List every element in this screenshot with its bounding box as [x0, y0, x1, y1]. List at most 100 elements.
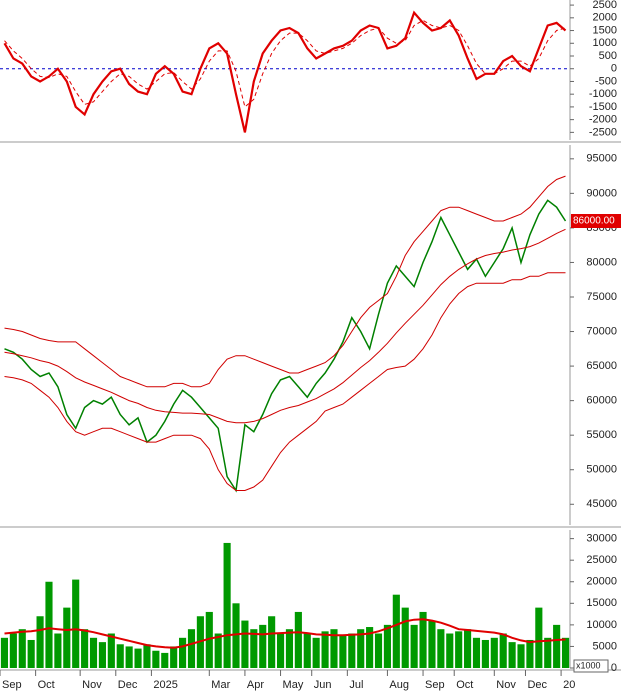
y-tick-label: 50000 [586, 464, 617, 476]
volume-bar [223, 542, 231, 668]
volume-bar [330, 629, 338, 668]
last-price-label: 86000.00 [573, 216, 615, 227]
volume-bar [526, 639, 534, 668]
y-tick-label: 5000 [593, 640, 617, 652]
volume-bar [428, 620, 436, 668]
volume-bar [36, 616, 44, 668]
volume-bar [116, 644, 124, 668]
volume-bar [45, 581, 53, 668]
y-tick-label: 10000 [586, 619, 617, 631]
volume-bar [490, 637, 498, 668]
volume-bar [357, 629, 365, 668]
x-tick-label: Oct [38, 679, 55, 691]
series-line [4, 19, 566, 108]
volume-bar [0, 637, 9, 668]
volume-bar [63, 607, 71, 668]
volume-bar [205, 611, 213, 668]
y-tick-label: 500 [599, 50, 617, 62]
y-tick-label: 20000 [586, 576, 617, 588]
y-tick-label: 80000 [586, 256, 617, 268]
volume-bar [544, 637, 552, 668]
volume-ma [4, 618, 566, 649]
unit-label: x1000 [576, 660, 601, 670]
y-tick-label: 1000 [593, 37, 617, 49]
volume-bar [446, 633, 454, 668]
volume-bar [161, 652, 169, 668]
volume-bar [535, 607, 543, 668]
x-tick-label: Nov [82, 679, 102, 691]
volume-bar [241, 620, 249, 668]
x-tick-label: Mar [211, 679, 230, 691]
y-tick-label: 90000 [586, 187, 617, 199]
x-tick-label: Sep [425, 679, 445, 691]
series-line [3, 10, 567, 133]
volume-bar [294, 611, 302, 668]
volume-bar [232, 603, 240, 668]
volume-bar [392, 594, 400, 668]
y-tick-label: 70000 [586, 325, 617, 337]
volume-bar [81, 629, 89, 668]
last-price-box [571, 214, 621, 228]
y-tick-label: -500 [595, 75, 617, 87]
volume-bar [187, 629, 196, 668]
y-tick-label: -1000 [589, 88, 617, 100]
volume-bar [553, 624, 561, 668]
volume-bar [321, 631, 329, 668]
x-tick-label: 2025 [153, 679, 177, 691]
volume-bar [98, 642, 106, 668]
x-tick-label: Oct [456, 679, 473, 691]
volume-bar [455, 631, 463, 668]
volume-bar [107, 633, 115, 668]
volume-bar [437, 629, 445, 668]
x-tick-label: Nov [496, 679, 516, 691]
volume-bar [339, 635, 347, 668]
y-tick-label: 25000 [586, 554, 617, 566]
volume-bar [125, 646, 133, 668]
y-tick-label: 65000 [586, 360, 617, 372]
y-tick-label: -1500 [589, 101, 617, 113]
y-tick-label: 60000 [586, 395, 617, 407]
y-tick-label: 2500 [593, 0, 617, 11]
volume-bar [134, 648, 142, 668]
y-tick-label: 75000 [586, 291, 617, 303]
volume-bar [401, 607, 409, 668]
volume-bar [499, 633, 507, 668]
volume-bar [410, 624, 418, 668]
volume-bar [18, 629, 26, 668]
volume-bar [170, 646, 178, 668]
series-line [4, 175, 566, 388]
volume-bar [27, 639, 35, 668]
y-tick-label: 0 [611, 63, 617, 75]
volume-bar [143, 644, 151, 668]
x-tick-label: 20 [563, 679, 575, 691]
x-tick-label: May [283, 679, 304, 691]
x-tick-label: Apr [247, 679, 264, 691]
volume-bar [250, 629, 258, 668]
volume-bar [89, 637, 98, 668]
y-tick-label: 95000 [586, 153, 617, 165]
x-tick-label: Dec [118, 679, 138, 691]
volume-bar [152, 650, 160, 668]
volume-bar [54, 633, 62, 668]
volume-bar [285, 629, 294, 668]
volume-bar [561, 637, 570, 668]
volume-bar [419, 611, 427, 668]
series-line [4, 228, 566, 424]
y-tick-label: 15000 [586, 597, 617, 609]
x-tick-label: Aug [389, 679, 409, 691]
x-tick-label: Dec [527, 679, 547, 691]
y-tick-label: 2000 [593, 12, 617, 24]
volume-bar [268, 616, 276, 668]
y-tick-label: -2000 [589, 114, 617, 126]
volume-bar [214, 633, 222, 668]
y-tick-label: 30000 [586, 533, 617, 545]
volume-bar [481, 639, 489, 668]
y-tick-label: 1500 [593, 24, 617, 36]
unit-box [573, 659, 609, 673]
series-line [4, 199, 567, 493]
volume-bar [276, 633, 285, 668]
y-tick-label: 45000 [586, 498, 617, 510]
volume-bar [348, 633, 356, 668]
